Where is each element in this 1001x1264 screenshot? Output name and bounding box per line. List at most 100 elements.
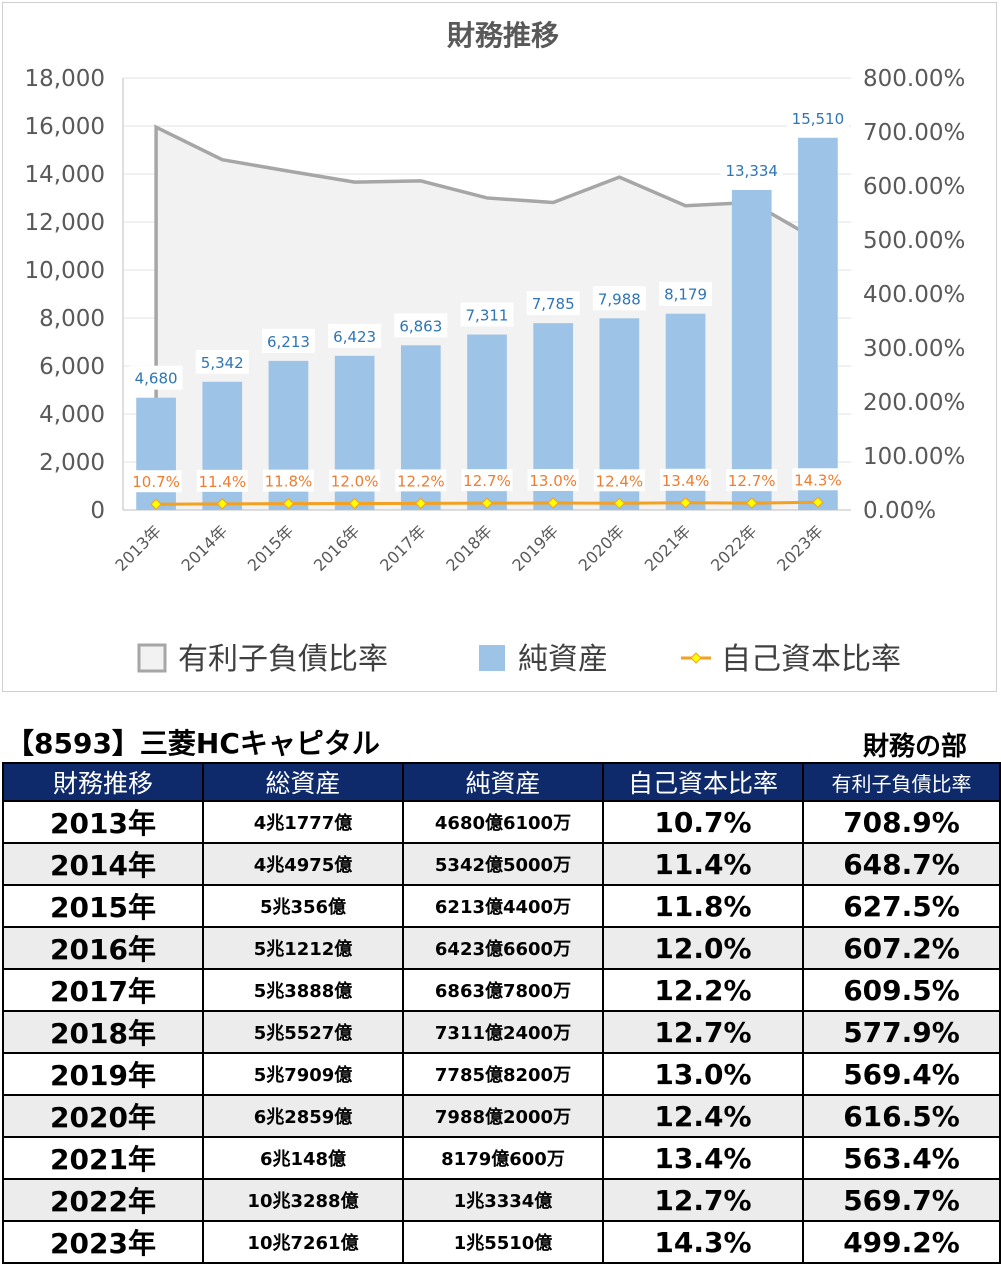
bar-label-bg bbox=[786, 105, 849, 130]
cell-equity-ratio: 13.4% bbox=[602, 1136, 804, 1180]
chart-title: 財務推移 bbox=[447, 19, 559, 52]
bar-data-label: 7,988 bbox=[598, 290, 641, 308]
y-left-tick-label: 2,000 bbox=[39, 450, 105, 476]
table-row: 2015年 5兆356億 6213億4400万 11.8% 627.5% bbox=[2, 884, 1001, 928]
equity-ratio-marker bbox=[746, 497, 758, 509]
equity-ratio-data-label: 12.0% bbox=[331, 473, 379, 491]
cell-net-assets: 5342億5000万 bbox=[402, 842, 604, 886]
bar-data-label: 8,179 bbox=[664, 286, 707, 304]
cell-debt-ratio: 499.2% bbox=[802, 1220, 1001, 1264]
cell-net-assets: 7311億2400万 bbox=[402, 1010, 604, 1054]
y-left-tick-label: 8,000 bbox=[39, 306, 105, 332]
x-tick-label: 2014年 bbox=[178, 521, 232, 575]
line-label-bg bbox=[262, 469, 314, 492]
cell-debt-ratio: 569.4% bbox=[802, 1052, 1001, 1096]
chart-panel: 財務推移 0 2,000 4,000 6,000 8,000 10,000 12,000 14… bbox=[2, 2, 997, 692]
legend-label-debt-ratio: 有利子負債比率 bbox=[178, 642, 388, 677]
equity-ratio-marker bbox=[216, 498, 228, 510]
cell-net-assets: 4680億6100万 bbox=[402, 800, 604, 844]
net-assets-bar bbox=[798, 137, 838, 510]
cell-net-assets: 6863億7800万 bbox=[402, 968, 604, 1012]
y-left-tick-label: 16,000 bbox=[25, 114, 105, 140]
cell-year: 2023年 bbox=[2, 1220, 204, 1264]
y-right-tick-label: 100.00% bbox=[863, 444, 965, 470]
equity-ratio-data-label: 12.2% bbox=[397, 472, 445, 490]
equity-ratio-line bbox=[150, 496, 824, 510]
cell-debt-ratio: 627.5% bbox=[802, 884, 1001, 928]
header-period: 財務推移 bbox=[2, 762, 204, 802]
cell-year: 2015年 bbox=[2, 884, 204, 928]
x-tick-label: 2016年 bbox=[310, 521, 364, 575]
equity-ratio-marker bbox=[415, 497, 427, 510]
line-label-bg bbox=[461, 469, 513, 492]
line-label-bg bbox=[329, 469, 381, 492]
y-right-tick-label: 200.00% bbox=[863, 390, 965, 416]
equity-ratio-marker bbox=[348, 497, 361, 510]
cell-debt-ratio: 577.9% bbox=[802, 1010, 1001, 1054]
table-row: 2022年 10兆3288億 1兆3334億 12.7% 569.7% bbox=[2, 1178, 1001, 1222]
line-label-bg bbox=[527, 468, 579, 491]
cell-total-assets: 4兆4975億 bbox=[202, 842, 404, 886]
y-right-tick-label: 700.00% bbox=[863, 120, 965, 146]
cell-equity-ratio: 11.8% bbox=[602, 884, 804, 928]
bar-data-label: 5,342 bbox=[201, 354, 244, 372]
sheet-title: 【8593】三菱HCキャピタル bbox=[6, 727, 380, 760]
header-total-assets: 総資産 bbox=[202, 762, 404, 802]
line-label-bg bbox=[792, 468, 844, 491]
y-right-tick-label: 500.00% bbox=[863, 228, 965, 254]
line-label-bg bbox=[726, 469, 778, 492]
cell-year: 2019年 bbox=[2, 1052, 204, 1096]
equity-ratio-data-label: 12.7% bbox=[728, 472, 776, 490]
legend-swatch-net-assets bbox=[479, 645, 505, 671]
bar-label-bg bbox=[394, 313, 448, 338]
cell-debt-ratio: 569.7% bbox=[802, 1178, 1001, 1222]
cell-equity-ratio: 12.7% bbox=[602, 1010, 804, 1054]
y-right-tick-label: 400.00% bbox=[863, 282, 965, 308]
bar-data-label: 13,334 bbox=[725, 162, 778, 180]
bar-label-bg bbox=[328, 323, 382, 348]
cell-total-assets: 6兆2859億 bbox=[202, 1094, 404, 1138]
cell-year: 2016年 bbox=[2, 926, 204, 970]
x-tick-label: 2019年 bbox=[508, 521, 562, 575]
header-net-assets: 純資産 bbox=[402, 762, 604, 802]
x-tick-label: 2020年 bbox=[575, 521, 629, 575]
equity-ratio-marker bbox=[481, 497, 493, 509]
cell-equity-ratio: 14.3% bbox=[602, 1220, 804, 1264]
sheet-section-label: 財務の部 bbox=[862, 732, 967, 762]
bar-data-label: 7,785 bbox=[532, 295, 575, 313]
bar-label-bg bbox=[659, 281, 713, 306]
bar-label-bg bbox=[526, 291, 580, 316]
cell-year: 2018年 bbox=[2, 1010, 204, 1054]
x-tick-label: 2013年 bbox=[111, 521, 165, 575]
cell-total-assets: 5兆5527億 bbox=[202, 1010, 404, 1054]
legend-marker-equity-ratio bbox=[690, 652, 702, 664]
x-tick-label: 2021年 bbox=[641, 521, 695, 575]
table-row: 2021年 6兆148億 8179億600万 13.4% 563.4% bbox=[2, 1136, 1001, 1180]
legend-label-equity-ratio: 自己資本比率 bbox=[721, 642, 901, 677]
y-left-tick-label: 4,000 bbox=[39, 402, 105, 428]
cell-debt-ratio: 616.5% bbox=[802, 1094, 1001, 1138]
cell-net-assets: 7988億2000万 bbox=[402, 1094, 604, 1138]
cell-equity-ratio: 10.7% bbox=[602, 800, 804, 844]
debt-ratio-line bbox=[154, 124, 819, 510]
header-debt-ratio: 有利子負債比率 bbox=[802, 762, 1001, 802]
equity-ratio-data-label: 12.7% bbox=[463, 472, 511, 490]
table-row: 2019年 5兆7909億 7785億8200万 13.0% 569.4% bbox=[2, 1052, 1001, 1096]
equity-ratio-data-label: 10.7% bbox=[132, 473, 180, 491]
y-right-tick-label: 0.00% bbox=[863, 498, 936, 524]
y-right-tick-label: 600.00% bbox=[863, 174, 965, 200]
line-label-bg bbox=[395, 469, 447, 492]
bar-label-bg bbox=[720, 157, 783, 182]
cell-equity-ratio: 12.0% bbox=[602, 926, 804, 970]
cell-equity-ratio: 13.0% bbox=[602, 1052, 804, 1096]
equity-ratio-data-label: 13.4% bbox=[662, 472, 710, 490]
table-row: 2023年 10兆7261億 1兆5510億 14.3% 499.2% bbox=[2, 1220, 1001, 1264]
cell-total-assets: 5兆1212億 bbox=[202, 926, 404, 970]
cell-net-assets: 1兆5510億 bbox=[402, 1220, 604, 1264]
cell-equity-ratio: 12.4% bbox=[602, 1094, 804, 1138]
header-equity-ratio: 自己資本比率 bbox=[602, 762, 804, 802]
legend-swatch-debt-ratio bbox=[137, 643, 167, 673]
cell-net-assets: 7785億8200万 bbox=[402, 1052, 604, 1096]
table-row: 2016年 5兆1212億 6423億6600万 12.0% 607.2% bbox=[2, 926, 1001, 970]
bar-label-bg bbox=[129, 365, 183, 390]
